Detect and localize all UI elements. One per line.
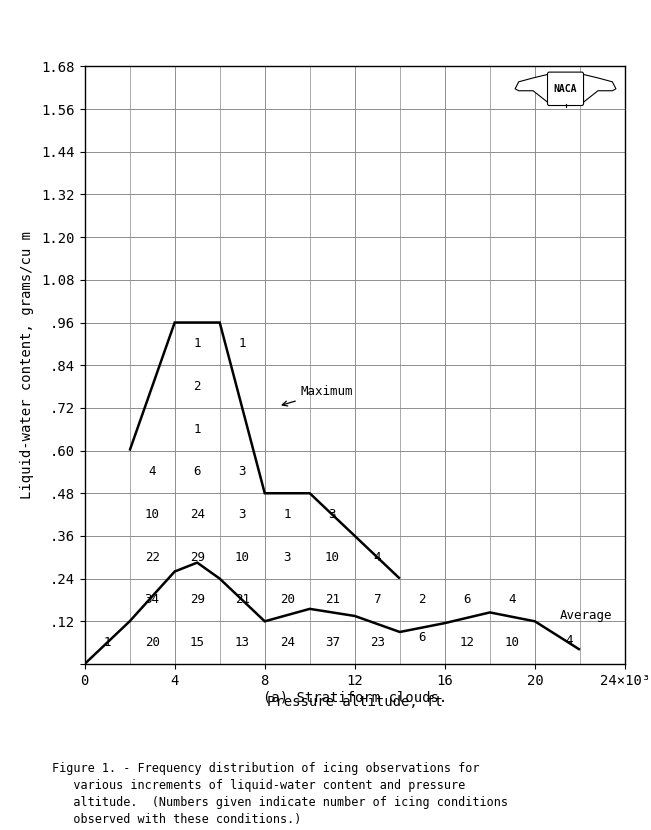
Text: 4: 4 <box>148 466 156 478</box>
Text: 22: 22 <box>145 551 159 564</box>
Text: 6: 6 <box>193 466 201 478</box>
Text: 1: 1 <box>238 337 246 350</box>
Text: 4: 4 <box>508 593 516 607</box>
Text: 24: 24 <box>280 636 295 649</box>
Text: 3: 3 <box>238 508 246 521</box>
Text: 10: 10 <box>505 636 520 649</box>
Text: 24: 24 <box>189 508 204 521</box>
Y-axis label: Liquid-water content, grams/cu m: Liquid-water content, grams/cu m <box>20 232 35 499</box>
Text: 6: 6 <box>464 593 471 607</box>
Text: 2: 2 <box>419 593 426 607</box>
Text: Figure 1. - Frequency distribution of icing observations for
   various incremen: Figure 1. - Frequency distribution of ic… <box>52 762 508 826</box>
Text: 10: 10 <box>145 508 159 521</box>
Text: 23: 23 <box>370 636 385 649</box>
Text: 3: 3 <box>329 508 336 521</box>
Text: 21: 21 <box>325 593 340 607</box>
Text: 4: 4 <box>374 551 381 564</box>
Text: 15: 15 <box>189 636 204 649</box>
Text: 34: 34 <box>145 593 159 607</box>
Text: 20: 20 <box>145 636 159 649</box>
Text: 13: 13 <box>235 636 250 649</box>
Text: 12: 12 <box>460 636 475 649</box>
Text: 3: 3 <box>238 466 246 478</box>
Text: 10: 10 <box>235 551 250 564</box>
Text: 6: 6 <box>419 631 426 644</box>
Text: 2: 2 <box>193 380 201 393</box>
Text: Average: Average <box>560 609 612 622</box>
Text: 29: 29 <box>189 593 204 607</box>
Text: 21: 21 <box>235 593 250 607</box>
Text: 4: 4 <box>565 634 572 647</box>
Text: 29: 29 <box>189 551 204 564</box>
Text: 37: 37 <box>325 636 340 649</box>
Text: 7: 7 <box>374 593 381 607</box>
Text: 20: 20 <box>280 593 295 607</box>
Text: 1: 1 <box>193 422 201 436</box>
Text: 1: 1 <box>104 636 111 649</box>
Text: (a) Stratiform clouds.: (a) Stratiform clouds. <box>262 691 447 705</box>
Text: 10: 10 <box>325 551 340 564</box>
Text: 1: 1 <box>283 508 291 521</box>
Text: 1: 1 <box>193 337 201 350</box>
Text: Maximum: Maximum <box>283 385 353 406</box>
X-axis label: Pressure altitude, ft: Pressure altitude, ft <box>267 695 443 709</box>
Text: 3: 3 <box>283 551 291 564</box>
